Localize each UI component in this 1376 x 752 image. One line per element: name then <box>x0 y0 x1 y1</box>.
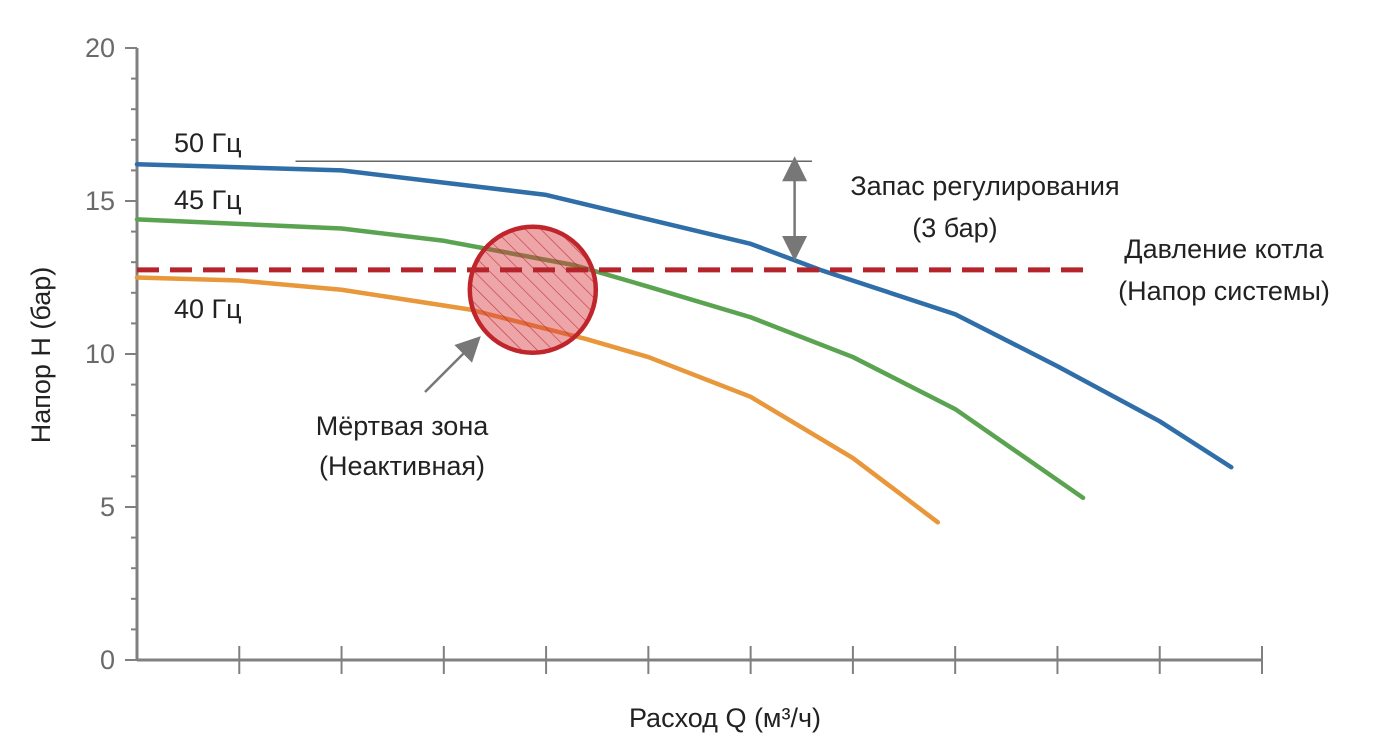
dead-zone-outline <box>467 224 599 355</box>
series-line-0 <box>134 162 1234 470</box>
margin-label-1: Запас регулирования <box>850 171 1119 201</box>
y-axis-label: Напор H (бар) <box>26 267 56 444</box>
series-label-40: 40 Гц <box>174 294 242 324</box>
series-label-50: 50 Гц <box>174 128 242 158</box>
dead-zone-hatch <box>469 226 596 353</box>
y-tick-label: 5 <box>100 492 115 522</box>
dead-zone-label-1: Мёртвая зона <box>316 411 489 441</box>
y-tick-label: 15 <box>85 186 115 216</box>
series-line-1 <box>134 217 1086 501</box>
margin-label-2: (3 бар) <box>912 213 997 243</box>
y-tick-label: 0 <box>100 645 115 675</box>
marks <box>134 156 1234 525</box>
dead-zone-arrow <box>424 336 481 393</box>
system-pressure-label-1: Давление котла <box>1124 234 1324 264</box>
x-axis-label: Расход Q (м³/ч) <box>629 703 821 733</box>
series-label-45: 45 Гц <box>174 185 242 215</box>
y-tick-label: 20 <box>85 33 115 63</box>
axes: 0 5 10 15 20 <box>85 33 1263 675</box>
dead-zone-label-2: (Неактивная) <box>319 451 485 481</box>
system-pressure-label-2: (Напор системы) <box>1118 276 1330 306</box>
series-line-2 <box>134 275 941 525</box>
y-tick-label: 10 <box>85 339 115 369</box>
